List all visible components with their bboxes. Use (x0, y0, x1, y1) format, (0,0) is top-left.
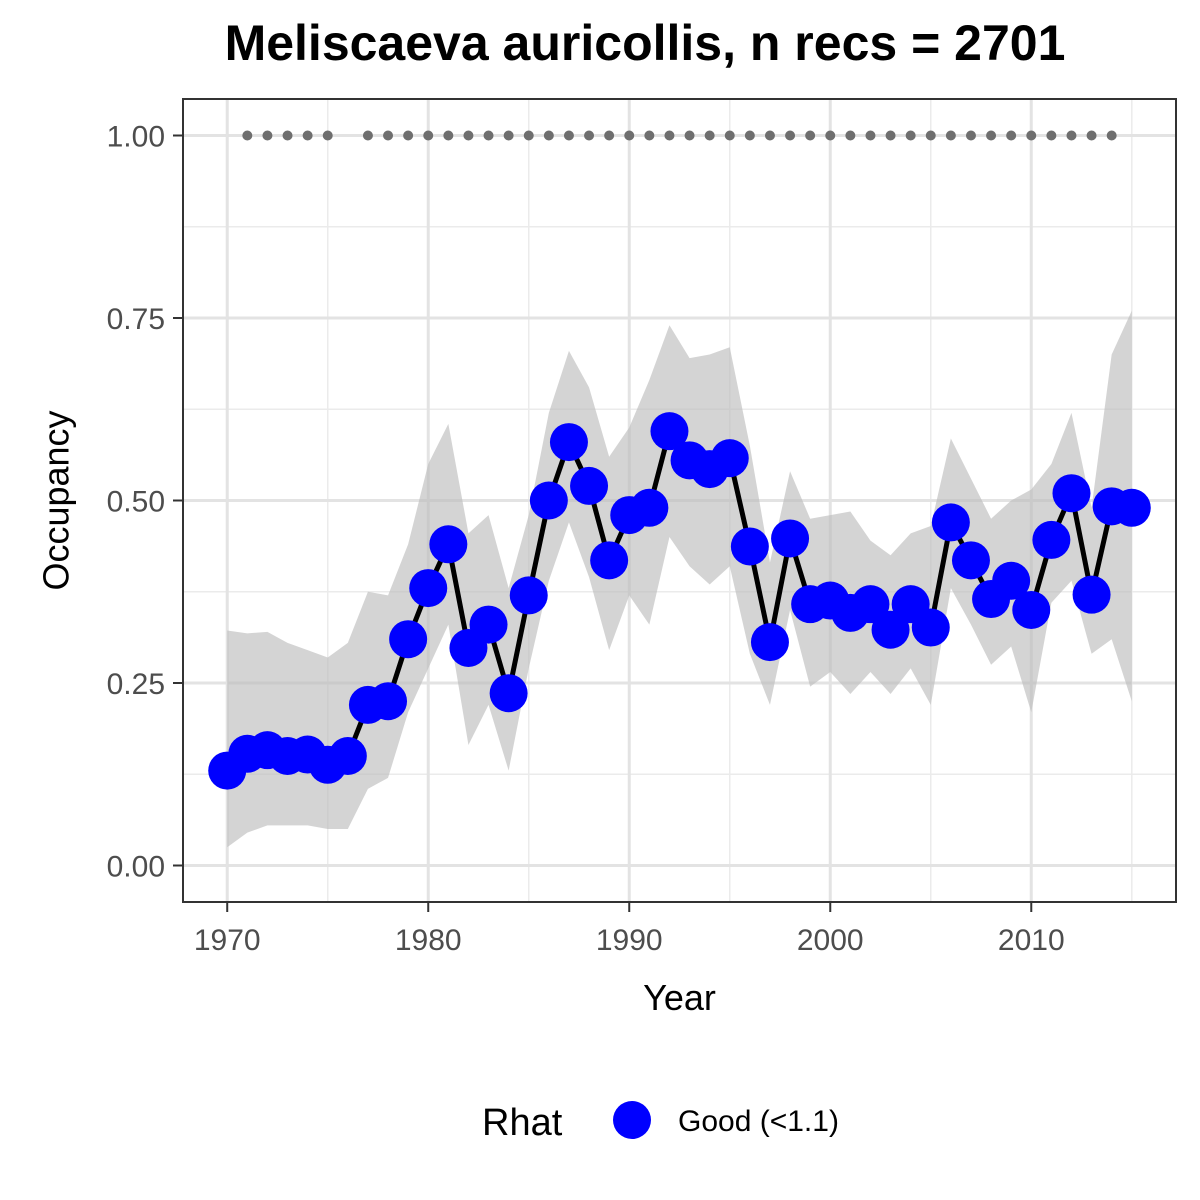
occupancy-point (931, 503, 970, 542)
y-tick-label: 1.00 (107, 121, 165, 154)
record-year-dot (322, 130, 333, 141)
ticks-layer: 0.00 0.25 0.50 0.75 1.00 1970 1980 1990 2000 2010 (107, 121, 1065, 958)
record-year-dot (483, 130, 494, 141)
record-year-dot (664, 130, 675, 141)
record-year-dot (543, 130, 554, 141)
record-year-dot (302, 130, 313, 141)
record-year-dot (684, 130, 695, 141)
record-year-dot (1086, 130, 1097, 141)
record-year-dot (885, 130, 896, 141)
occupancy-point (429, 525, 468, 564)
record-year-dot (463, 130, 474, 141)
record-year-dot (584, 130, 595, 141)
grid-layer (183, 99, 1176, 902)
x-tick-label: 1970 (194, 924, 261, 957)
occupancy-point (630, 488, 669, 527)
legend-label: Good (<1.1) (678, 1105, 839, 1138)
occupancy-point (590, 541, 629, 580)
y-tick-label: 0.25 (107, 668, 165, 701)
record-year-dot (262, 130, 273, 141)
record-year-dot (986, 130, 997, 141)
occupancy-point (1052, 474, 1091, 513)
occupancy-point (771, 519, 810, 558)
y-tick-label: 0.00 (107, 851, 165, 884)
record-year-dot (945, 130, 956, 141)
x-tick-label: 2000 (797, 924, 864, 957)
record-year-dot (925, 130, 936, 141)
record-year-dot (1106, 130, 1117, 141)
occupancy-point (469, 605, 508, 644)
record-year-dot (965, 130, 976, 141)
record-year-dot (523, 130, 534, 141)
occupancy-point (730, 527, 769, 566)
record-year-dot (443, 130, 454, 141)
record-year-dot (423, 130, 434, 141)
record-year-dot (704, 130, 715, 141)
record-year-dot (383, 130, 394, 141)
occupancy-point (851, 585, 890, 624)
y-axis-title: Occupancy (36, 410, 77, 590)
record-year-dot (644, 130, 655, 141)
record-year-dot (403, 130, 414, 141)
record-year-dot (242, 130, 253, 141)
record-year-dot (724, 130, 735, 141)
record-year-dot (1046, 130, 1057, 141)
occupancy-point (1032, 520, 1071, 559)
record-year-dot (905, 130, 916, 141)
occupancy-point (529, 481, 568, 520)
record-year-dot (1026, 130, 1037, 141)
record-year-dot (865, 130, 876, 141)
points-layer (208, 412, 1151, 790)
record-year-dot (805, 130, 816, 141)
record-year-dot (563, 130, 574, 141)
occupancy-point (710, 439, 749, 478)
occupancy-point (549, 423, 588, 462)
occupancy-point (951, 541, 990, 580)
occupancy-point (489, 674, 528, 713)
record-year-dot (785, 130, 796, 141)
y-tick-label: 0.75 (107, 303, 165, 336)
record-year-dot (1006, 130, 1017, 141)
occupancy-point (992, 561, 1031, 600)
record-year-dot (764, 130, 775, 141)
record-year-dot (825, 130, 836, 141)
occupancy-point (871, 610, 910, 649)
record-year-dot (624, 130, 635, 141)
chart-title: Meliscaeva auricollis, n recs = 2701 (224, 15, 1066, 71)
legend: Rhat Good (<1.1) (482, 1101, 839, 1144)
occupancy-point (650, 412, 689, 451)
occupancy-point (1112, 488, 1151, 527)
y-tick-label: 0.50 (107, 486, 165, 519)
occupancy-point (369, 682, 408, 721)
occupancy-point (509, 576, 548, 615)
record-year-dot (282, 130, 293, 141)
x-tick-label: 1990 (596, 924, 663, 957)
occupancy-point (1072, 575, 1111, 614)
occupancy-point (570, 466, 609, 505)
records-layer (242, 130, 1117, 141)
occupancy-point (1012, 591, 1051, 629)
record-year-dot (744, 130, 755, 141)
occupancy-point (328, 737, 367, 775)
x-tick-label: 1980 (395, 924, 462, 957)
occupancy-point (409, 569, 448, 608)
occupancy-point (911, 608, 950, 647)
record-year-dot (845, 130, 856, 141)
record-year-dot (604, 130, 615, 141)
x-axis-title: Year (643, 977, 716, 1018)
record-year-dot (362, 130, 373, 141)
occupancy-point (750, 623, 789, 662)
occupancy-point (389, 620, 428, 659)
record-year-dot (1066, 130, 1077, 141)
legend-title: Rhat (482, 1102, 563, 1144)
legend-key-point (613, 1101, 651, 1139)
record-year-dot (503, 130, 514, 141)
x-tick-label: 2010 (998, 924, 1065, 957)
